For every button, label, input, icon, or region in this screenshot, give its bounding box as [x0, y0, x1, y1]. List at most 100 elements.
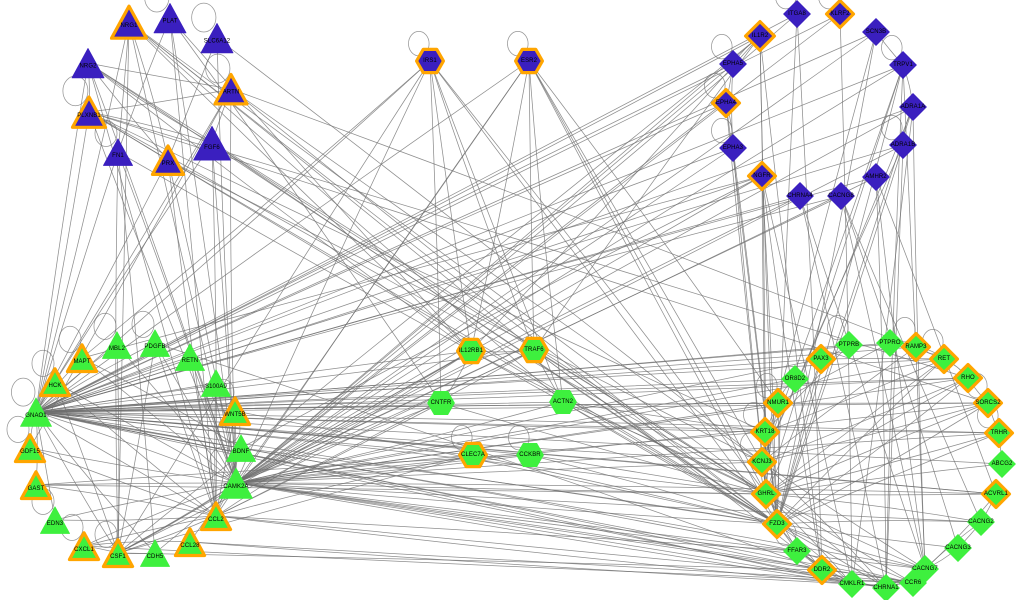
graph-edge[interactable] [776, 523, 887, 589]
graph-self-loop-edge[interactable] [131, 310, 155, 338]
graph-edge[interactable] [154, 342, 823, 571]
graph-node-hck[interactable]: HCK [38, 367, 72, 398]
graph-edge[interactable] [234, 410, 778, 525]
graph-edge[interactable] [29, 88, 232, 449]
graph-edge[interactable] [235, 175, 763, 484]
graph-edge[interactable] [35, 175, 763, 413]
graph-node-mapt[interactable]: MAPT [65, 343, 99, 374]
graph-edge[interactable] [211, 142, 217, 517]
graph-node-slc6a12[interactable]: SLC6A12 [200, 22, 234, 55]
graph-edge[interactable] [211, 142, 778, 525]
graph-edge[interactable] [215, 349, 535, 517]
graph-edge[interactable] [235, 102, 727, 484]
graph-edge[interactable] [235, 461, 763, 484]
graph-edge[interactable] [88, 88, 232, 113]
graph-edge[interactable] [230, 88, 237, 484]
graph-self-loop-edge[interactable] [58, 325, 82, 353]
graph-edge[interactable] [235, 482, 887, 589]
graph-edge[interactable] [235, 358, 822, 484]
graph-edge[interactable] [54, 381, 217, 517]
graph-edge[interactable] [167, 159, 217, 517]
graph-self-loop-edge[interactable] [881, 115, 903, 141]
graph-self-loop-edge[interactable] [94, 119, 118, 147]
graph-node-cacng8[interactable]: CACNG8 [827, 182, 855, 210]
graph-edge[interactable] [533, 349, 767, 495]
graph-edge[interactable] [440, 402, 767, 495]
graph-node-csf1[interactable]: CSF1 [101, 538, 135, 569]
graph-node-adra1b[interactable]: ADRA1B [889, 131, 917, 159]
graph-edge[interactable] [764, 344, 850, 433]
graph-edge[interactable] [35, 482, 237, 486]
graph-node-cacng2[interactable]: CACNG2 [967, 508, 995, 536]
graph-edge[interactable] [759, 35, 823, 571]
graph-edge[interactable] [154, 342, 217, 517]
graph-edge[interactable] [761, 175, 778, 525]
graph-edge[interactable] [765, 358, 945, 495]
graph-edge[interactable] [35, 411, 887, 589]
graph-edge[interactable] [235, 482, 997, 495]
graph-edge[interactable] [765, 402, 989, 495]
graph-edge[interactable] [35, 21, 130, 413]
graph-edge[interactable] [117, 151, 472, 352]
graph-self-loop-edge[interactable] [881, 35, 903, 61]
graph-edge[interactable] [840, 195, 982, 523]
graph-edge[interactable] [35, 195, 842, 413]
graph-edge[interactable] [81, 357, 237, 484]
graph-edge[interactable] [235, 482, 926, 570]
graph-self-loop-edge[interactable] [711, 34, 733, 60]
graph-edge[interactable] [35, 377, 969, 413]
graph-edge[interactable] [29, 447, 237, 484]
graph-edge[interactable] [240, 175, 763, 449]
graph-edge[interactable] [81, 175, 763, 359]
graph-edge[interactable] [128, 21, 472, 352]
graph-edge[interactable] [87, 62, 472, 352]
graph-edge[interactable] [54, 482, 237, 521]
graph-edge[interactable] [875, 176, 997, 495]
graph-edge[interactable] [235, 482, 798, 552]
graph-node-nmur1[interactable]: NMUR1 [762, 387, 794, 419]
graph-node-ngfr[interactable]: NGFR [746, 160, 778, 192]
graph-edge[interactable] [83, 482, 237, 547]
graph-node-plat[interactable]: PLAT [153, 2, 187, 35]
graph-edge[interactable] [840, 195, 959, 549]
graph-edge[interactable] [35, 411, 217, 517]
graph-edge[interactable] [230, 88, 945, 360]
graph-edge[interactable] [117, 552, 823, 571]
graph-edge[interactable] [470, 350, 767, 495]
graph-edge[interactable] [35, 402, 989, 413]
graph-edge[interactable] [776, 31, 877, 525]
graph-node-ghrl[interactable]: GHRL [750, 478, 782, 510]
graph-node-trhr[interactable]: TRHR [983, 417, 1015, 449]
graph-self-loop-edge[interactable] [209, 446, 236, 478]
graph-edge[interactable] [35, 411, 778, 525]
graph-edge[interactable] [885, 144, 904, 589]
graph-edge[interactable] [35, 60, 530, 413]
graph-node-sorcs2[interactable]: SORCS2 [972, 387, 1004, 419]
graph-node-nrg2[interactable]: NRG2 [71, 47, 105, 80]
graph-edge[interactable] [235, 482, 823, 571]
graph-edge[interactable] [765, 432, 1000, 495]
graph-node-actn2[interactable]: ACTN2 [549, 388, 577, 416]
graph-node-s100a9[interactable]: S100A9 [201, 368, 231, 398]
graph-edge[interactable] [776, 432, 1000, 525]
graph-edge[interactable] [35, 411, 767, 495]
graph-edge[interactable] [215, 402, 442, 517]
graph-edge[interactable] [88, 111, 213, 144]
graph-edge[interactable] [235, 358, 945, 484]
graph-edge[interactable] [154, 342, 237, 484]
graph-node-cdh5[interactable]: CDH5 [140, 538, 170, 568]
graph-edge[interactable] [235, 31, 877, 484]
graph-edge[interactable] [235, 60, 431, 484]
graph-node-cacng3[interactable]: CACNG3 [944, 534, 972, 562]
graph-edge[interactable] [35, 411, 156, 554]
graph-edge[interactable] [764, 358, 945, 433]
graph-edge[interactable] [88, 111, 766, 433]
graph-edge[interactable] [35, 346, 917, 413]
graph-edge[interactable] [799, 195, 887, 589]
graph-self-loop-edge[interactable] [6, 415, 30, 443]
graph-self-loop-edge[interactable] [704, 73, 726, 99]
graph-node-ccl28[interactable]: CCL28 [173, 527, 207, 558]
graph-node-abcg2[interactable]: ABCG2 [988, 450, 1016, 478]
graph-node-fzd3[interactable]: FZD3 [761, 508, 793, 540]
graph-edge[interactable] [230, 88, 778, 525]
